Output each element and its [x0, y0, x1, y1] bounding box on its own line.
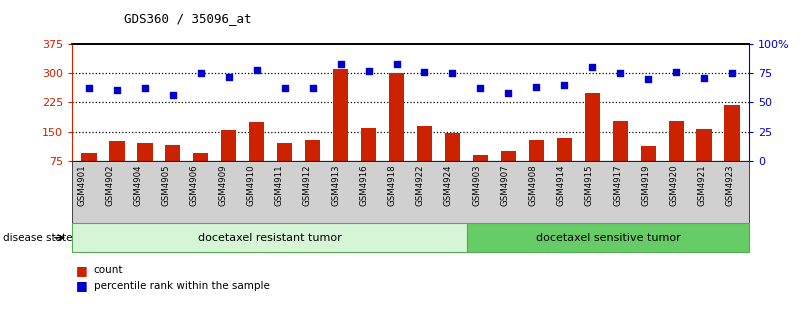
Text: ■: ■: [76, 279, 88, 292]
Point: [390, 61, 403, 67]
Text: GSM4916: GSM4916: [359, 164, 368, 206]
Point: [698, 75, 710, 81]
Point: [530, 85, 543, 90]
Bar: [361, 128, 376, 191]
Point: [558, 82, 571, 88]
Bar: [109, 140, 124, 191]
Bar: [613, 121, 628, 191]
Text: GSM4902: GSM4902: [106, 164, 115, 206]
Text: GDS360 / 35096_at: GDS360 / 35096_at: [124, 12, 252, 25]
Text: GSM4919: GSM4919: [642, 164, 650, 206]
Point: [418, 69, 431, 75]
Text: GSM4913: GSM4913: [331, 164, 340, 206]
Bar: [417, 126, 433, 191]
Bar: [249, 122, 264, 191]
Point: [334, 61, 347, 67]
Point: [642, 76, 654, 82]
Text: docetaxel resistant tumor: docetaxel resistant tumor: [198, 233, 341, 243]
Text: GSM4922: GSM4922: [416, 164, 425, 206]
Bar: [137, 143, 152, 191]
Point: [195, 71, 207, 76]
Text: GSM4917: GSM4917: [613, 164, 622, 206]
Text: GSM4915: GSM4915: [585, 164, 594, 206]
Text: disease state: disease state: [3, 233, 73, 243]
Text: GSM4911: GSM4911: [275, 164, 284, 206]
Bar: [388, 73, 405, 191]
Text: GSM4905: GSM4905: [162, 164, 171, 206]
Bar: [445, 133, 460, 191]
Point: [167, 93, 179, 98]
Text: GSM4903: GSM4903: [472, 164, 481, 206]
Text: GSM4918: GSM4918: [388, 164, 396, 206]
Bar: [724, 105, 740, 191]
Bar: [81, 154, 97, 191]
Point: [278, 86, 291, 91]
Text: GSM4908: GSM4908: [529, 164, 537, 206]
Text: GSM4923: GSM4923: [726, 164, 735, 206]
Bar: [669, 121, 684, 191]
Text: GSM4912: GSM4912: [303, 164, 312, 206]
Point: [306, 86, 319, 91]
Text: GSM4920: GSM4920: [670, 164, 678, 206]
Bar: [193, 153, 208, 191]
Point: [223, 74, 235, 79]
Text: GSM4906: GSM4906: [190, 164, 199, 206]
Text: GSM4910: GSM4910: [247, 164, 256, 206]
Text: GSM4914: GSM4914: [557, 164, 566, 206]
Point: [139, 86, 151, 91]
Text: GSM4921: GSM4921: [698, 164, 706, 206]
Bar: [697, 129, 712, 191]
Bar: [501, 152, 516, 191]
Point: [111, 87, 123, 92]
Point: [362, 68, 375, 74]
Point: [502, 90, 515, 96]
Bar: [165, 145, 180, 191]
Bar: [221, 130, 236, 191]
Bar: [473, 155, 488, 191]
Bar: [305, 140, 320, 191]
Point: [586, 65, 598, 70]
Point: [250, 67, 263, 72]
Point: [446, 71, 459, 76]
Text: percentile rank within the sample: percentile rank within the sample: [94, 281, 270, 291]
Text: GSM4909: GSM4909: [218, 164, 227, 206]
Bar: [557, 138, 572, 191]
Point: [670, 69, 682, 75]
Point: [726, 71, 739, 76]
Text: GSM4924: GSM4924: [444, 164, 453, 206]
Text: GSM4904: GSM4904: [134, 164, 143, 206]
Point: [474, 86, 487, 91]
Text: GSM4907: GSM4907: [500, 164, 509, 206]
Text: count: count: [94, 265, 123, 276]
Bar: [585, 93, 600, 191]
Bar: [641, 146, 656, 191]
Bar: [277, 143, 292, 191]
Bar: [529, 140, 544, 191]
Text: docetaxel sensitive tumor: docetaxel sensitive tumor: [536, 233, 680, 243]
Point: [614, 71, 626, 76]
Text: ■: ■: [76, 264, 88, 277]
Bar: [333, 69, 348, 191]
Text: GSM4901: GSM4901: [77, 164, 87, 206]
Point: [83, 86, 95, 91]
